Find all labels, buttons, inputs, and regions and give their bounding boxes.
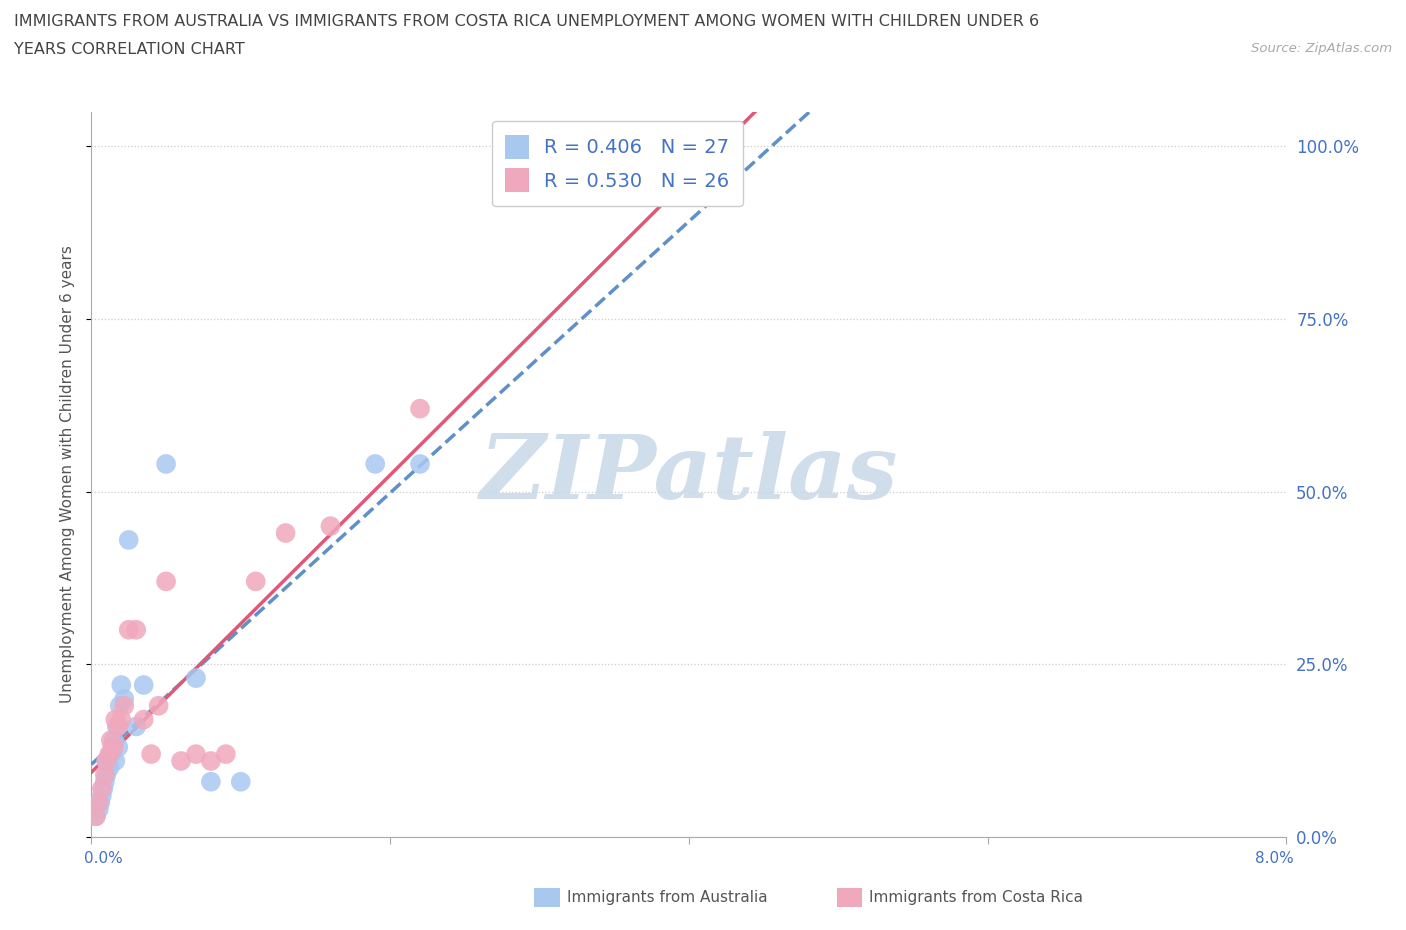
Point <box>274 525 297 540</box>
Text: Immigrants from Australia: Immigrants from Australia <box>567 890 768 905</box>
Point <box>94 767 117 782</box>
Text: 8.0%: 8.0% <box>1254 851 1294 866</box>
Point <box>112 691 135 706</box>
Point <box>409 401 432 416</box>
Point <box>100 747 122 762</box>
Point <box>125 622 148 637</box>
Point <box>90 781 112 796</box>
Point <box>110 712 132 727</box>
Point <box>96 753 118 768</box>
Point <box>98 747 121 762</box>
Text: 0.0%: 0.0% <box>84 851 124 866</box>
Point <box>108 698 131 713</box>
Point <box>112 698 135 713</box>
Point <box>98 761 121 776</box>
Point <box>132 678 155 693</box>
Point <box>84 809 107 824</box>
Point <box>148 698 170 713</box>
Text: IMMIGRANTS FROM AUSTRALIA VS IMMIGRANTS FROM COSTA RICA UNEMPLOYMENT AMONG WOMEN: IMMIGRANTS FROM AUSTRALIA VS IMMIGRANTS … <box>14 14 1039 29</box>
Point <box>132 712 155 727</box>
Text: Source: ZipAtlas.com: Source: ZipAtlas.com <box>1251 42 1392 55</box>
Point <box>105 719 128 734</box>
Point <box>87 802 110 817</box>
Text: ZIPatlas: ZIPatlas <box>481 431 897 518</box>
Point <box>409 457 432 472</box>
Point <box>96 767 118 782</box>
Point <box>110 678 132 693</box>
Point <box>107 719 129 734</box>
Point <box>184 671 207 685</box>
Point <box>101 739 124 754</box>
Point <box>125 719 148 734</box>
Point <box>155 574 177 589</box>
Point <box>90 788 112 803</box>
Point <box>94 775 117 790</box>
Text: Immigrants from Costa Rica: Immigrants from Costa Rica <box>869 890 1083 905</box>
Point <box>319 519 342 534</box>
Legend: R = 0.406   N = 27, R = 0.530   N = 26: R = 0.406 N = 27, R = 0.530 N = 26 <box>492 121 742 206</box>
Point <box>200 775 222 790</box>
Point <box>87 795 110 810</box>
Text: YEARS CORRELATION CHART: YEARS CORRELATION CHART <box>14 42 245 57</box>
Point <box>170 753 193 768</box>
Point <box>96 753 118 768</box>
Point <box>107 739 129 754</box>
Point <box>215 747 238 762</box>
Point <box>103 739 125 754</box>
Point <box>103 733 125 748</box>
Point <box>118 622 141 637</box>
Point <box>100 733 122 748</box>
Point <box>141 747 162 762</box>
Point <box>104 753 127 768</box>
Point <box>84 809 107 824</box>
Point <box>93 781 114 796</box>
Point <box>89 795 111 810</box>
Point <box>184 747 207 762</box>
Point <box>229 775 252 790</box>
Point <box>118 533 141 548</box>
Point <box>104 712 127 727</box>
Point <box>200 753 222 768</box>
Point <box>245 574 267 589</box>
Point <box>155 457 177 472</box>
Y-axis label: Unemployment Among Women with Children Under 6 years: Unemployment Among Women with Children U… <box>60 246 76 703</box>
Point <box>364 457 387 472</box>
